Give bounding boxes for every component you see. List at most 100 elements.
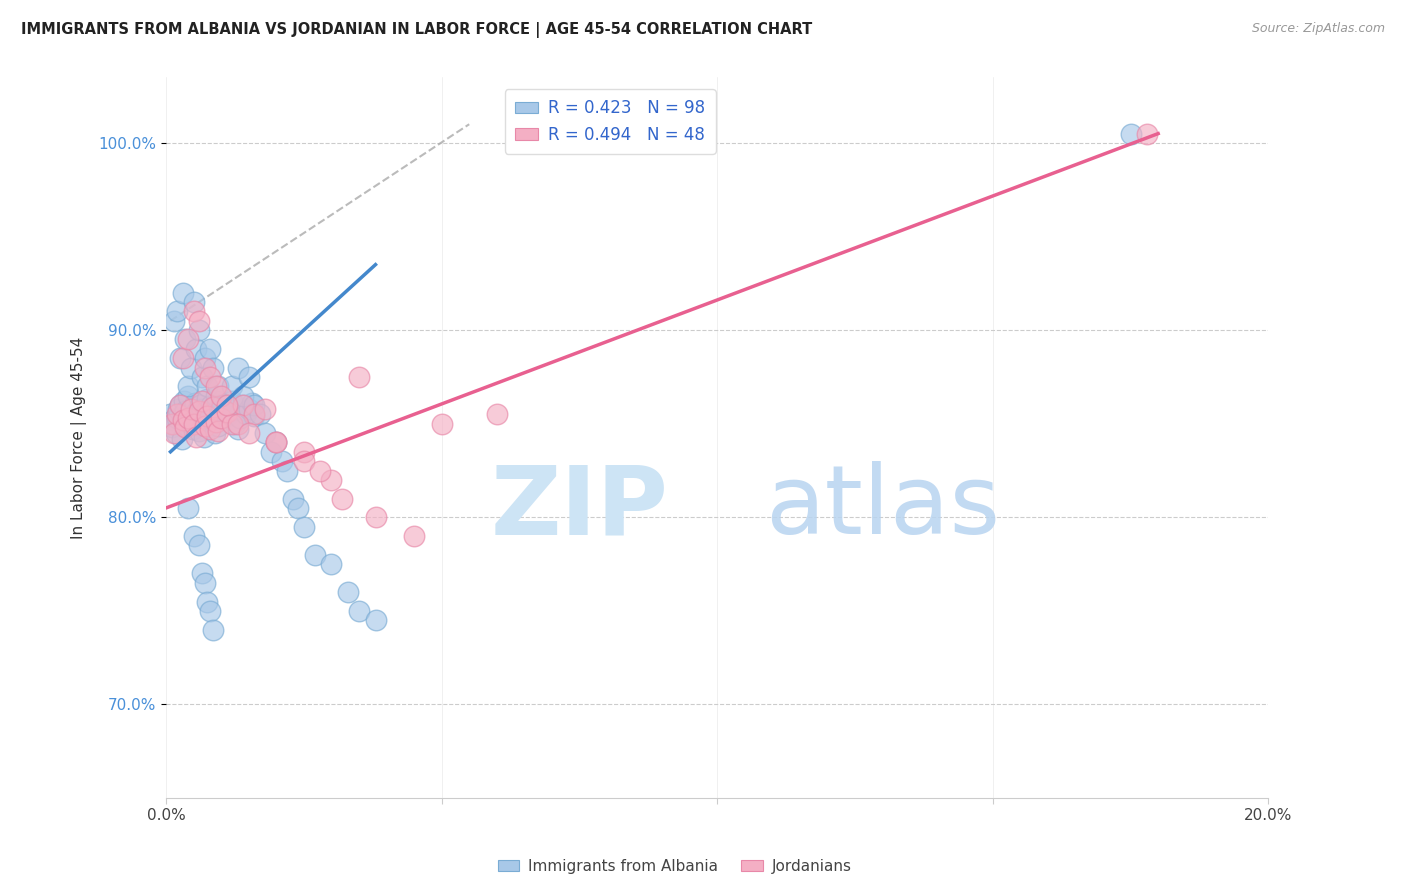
Point bbox=[336, 585, 359, 599]
Point bbox=[188, 314, 211, 328]
Point bbox=[254, 401, 277, 416]
Point bbox=[191, 401, 214, 416]
Point bbox=[1119, 127, 1142, 141]
Point bbox=[292, 444, 315, 458]
Point bbox=[186, 342, 208, 356]
Point bbox=[221, 394, 243, 409]
Point bbox=[201, 623, 224, 637]
Point bbox=[232, 398, 254, 412]
Point bbox=[180, 360, 202, 375]
Point bbox=[169, 398, 191, 412]
Point bbox=[309, 463, 332, 477]
Point bbox=[160, 417, 183, 431]
Point bbox=[177, 500, 200, 515]
Point bbox=[180, 409, 202, 424]
Point bbox=[194, 351, 217, 366]
Point bbox=[270, 454, 292, 468]
Point bbox=[198, 342, 221, 356]
Point bbox=[364, 613, 387, 627]
Point bbox=[243, 398, 266, 412]
Point bbox=[177, 333, 200, 347]
Point bbox=[266, 435, 288, 450]
Point bbox=[176, 418, 198, 433]
Point bbox=[224, 417, 246, 431]
Point bbox=[404, 529, 426, 543]
Point bbox=[188, 403, 211, 417]
Point bbox=[197, 379, 219, 393]
Point bbox=[276, 463, 298, 477]
Point bbox=[193, 430, 215, 444]
Point bbox=[179, 415, 201, 429]
Point bbox=[183, 304, 205, 318]
Point bbox=[198, 420, 221, 434]
Y-axis label: In Labor Force | Age 45-54: In Labor Force | Age 45-54 bbox=[72, 336, 87, 539]
Point bbox=[197, 409, 219, 424]
Point bbox=[1136, 127, 1159, 141]
Point bbox=[172, 285, 194, 300]
Text: Source: ZipAtlas.com: Source: ZipAtlas.com bbox=[1251, 22, 1385, 36]
Point bbox=[177, 379, 200, 393]
Point bbox=[243, 408, 266, 422]
Point bbox=[201, 360, 224, 375]
Point bbox=[191, 394, 214, 409]
Point bbox=[177, 411, 200, 425]
Point bbox=[292, 519, 315, 533]
Point bbox=[209, 398, 232, 412]
Point bbox=[207, 424, 229, 438]
Point bbox=[170, 432, 193, 446]
Point bbox=[172, 413, 194, 427]
Point bbox=[180, 401, 202, 416]
Point bbox=[191, 566, 214, 581]
Point bbox=[184, 396, 207, 410]
Point bbox=[198, 422, 221, 436]
Point bbox=[191, 370, 214, 384]
Point bbox=[238, 370, 260, 384]
Point bbox=[173, 394, 195, 409]
Point bbox=[243, 409, 266, 424]
Point bbox=[204, 379, 226, 393]
Point bbox=[172, 351, 194, 366]
Point bbox=[172, 408, 194, 422]
Point bbox=[194, 575, 217, 590]
Point bbox=[204, 389, 226, 403]
Point bbox=[194, 403, 217, 417]
Point bbox=[321, 473, 343, 487]
Point bbox=[249, 408, 271, 422]
Point bbox=[186, 405, 208, 419]
Point bbox=[332, 491, 354, 506]
Point bbox=[226, 422, 249, 436]
Point bbox=[188, 398, 211, 412]
Point bbox=[197, 392, 219, 407]
Point bbox=[198, 370, 221, 384]
Point bbox=[281, 491, 304, 506]
Point bbox=[204, 415, 226, 429]
Legend: Immigrants from Albania, Jordanians: Immigrants from Albania, Jordanians bbox=[492, 853, 858, 880]
Point bbox=[174, 403, 197, 417]
Point bbox=[183, 295, 205, 310]
Point bbox=[194, 413, 217, 427]
Point bbox=[174, 333, 197, 347]
Point bbox=[162, 413, 184, 427]
Point bbox=[205, 394, 228, 409]
Point bbox=[201, 400, 224, 414]
Point bbox=[198, 604, 221, 618]
Point bbox=[232, 389, 254, 403]
Point bbox=[347, 604, 370, 618]
Point bbox=[163, 426, 186, 441]
Point bbox=[212, 408, 235, 422]
Point bbox=[209, 389, 232, 403]
Point bbox=[215, 409, 238, 424]
Point bbox=[212, 398, 235, 412]
Point bbox=[169, 351, 191, 366]
Point bbox=[226, 417, 249, 431]
Point bbox=[215, 398, 238, 412]
Point bbox=[194, 418, 217, 433]
Point bbox=[260, 444, 283, 458]
Point bbox=[204, 426, 226, 441]
Point bbox=[221, 417, 243, 431]
Point bbox=[167, 401, 190, 416]
Point bbox=[181, 422, 204, 436]
Point bbox=[163, 314, 186, 328]
Point bbox=[166, 411, 188, 425]
Point bbox=[215, 398, 238, 412]
